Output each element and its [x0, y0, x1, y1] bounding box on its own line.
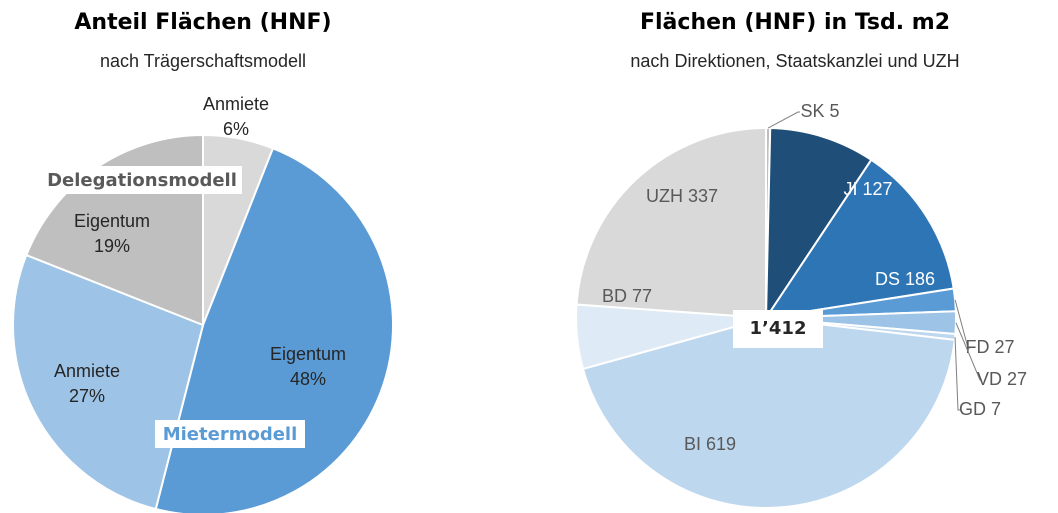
slice-label: VD 27 — [977, 369, 1027, 389]
slice-value: 7 — [991, 399, 1001, 419]
total-label: 1’412 — [750, 318, 807, 339]
slice-label: DS 186 — [875, 269, 935, 289]
slice-category: FD — [965, 337, 989, 357]
slice-value: 337 — [688, 186, 718, 206]
slice-category: UZH — [646, 186, 683, 206]
leader-line — [767, 111, 800, 129]
chart-subtitle: nach Trägerschaftsmodell — [100, 51, 306, 71]
slice-label: Eigentum — [74, 211, 150, 231]
slice-label: Anmiete — [54, 361, 120, 381]
slice-label: SK 5 — [800, 101, 839, 121]
slice-label: Anmiete — [203, 94, 269, 114]
slice-value: 27 — [1007, 369, 1027, 389]
slice-value: 48% — [290, 369, 326, 389]
slice-value: 27% — [69, 386, 105, 406]
slice-category: BI — [684, 434, 701, 454]
leader-line — [954, 299, 970, 349]
annotation-box — [42, 166, 242, 194]
slice-label: BI 619 — [684, 434, 736, 454]
pie-slice — [581, 316, 956, 509]
slice-value: 27 — [994, 337, 1014, 357]
slice-value: 77 — [632, 286, 652, 306]
slice-label: BD 77 — [602, 286, 652, 306]
slice-category: GD — [959, 399, 986, 419]
slice-label: FD 27 — [965, 337, 1014, 357]
leader-line — [955, 322, 982, 381]
slice-value: 619 — [706, 434, 736, 454]
pie-slice — [763, 158, 955, 320]
annotation-box — [155, 420, 305, 448]
leader-line — [954, 336, 960, 411]
slice-value: 6% — [223, 119, 249, 139]
annotation: Mietermodell — [163, 424, 298, 445]
chart-title: Flächen (HNF) in Tsd. m2 — [640, 10, 950, 35]
slice-category: SK — [800, 101, 824, 121]
slice-label: GD 7 — [959, 399, 1001, 419]
slice-value: 186 — [905, 269, 935, 289]
slice-label: UZH 337 — [646, 186, 718, 206]
slice-category: JI — [843, 179, 857, 199]
chart-title: Anteil Flächen (HNF) — [74, 10, 331, 35]
chart-subtitle: nach Direktionen, Staatskanzlei und UZH — [630, 51, 959, 71]
slice-value: 127 — [862, 179, 892, 199]
slice-value: 5 — [830, 101, 840, 121]
pie-slice — [764, 127, 873, 322]
slice-category: BD — [602, 286, 627, 306]
pie-slice — [575, 126, 767, 320]
slice-value: 19% — [94, 236, 130, 256]
annotation: Delegationsmodell — [47, 170, 237, 191]
slice-label: JI 127 — [843, 179, 892, 199]
slice-category: DS — [875, 269, 900, 289]
slice-category: VD — [977, 369, 1002, 389]
total-box — [733, 310, 823, 348]
slice-label: Eigentum — [270, 344, 346, 364]
